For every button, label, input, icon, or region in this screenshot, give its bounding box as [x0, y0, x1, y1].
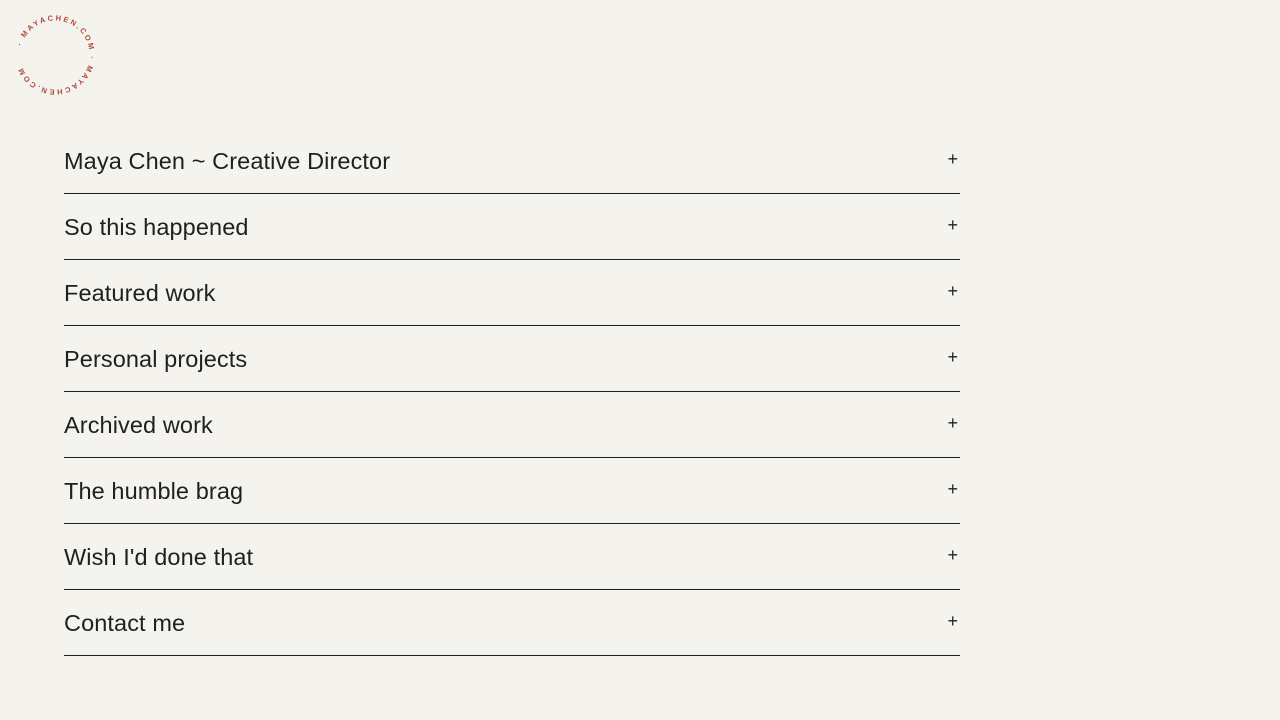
svg-text:· MAYACHEN.COM · MAYACHEN.COM: · MAYACHEN.COM · MAYACHEN.COM: [15, 13, 97, 96]
